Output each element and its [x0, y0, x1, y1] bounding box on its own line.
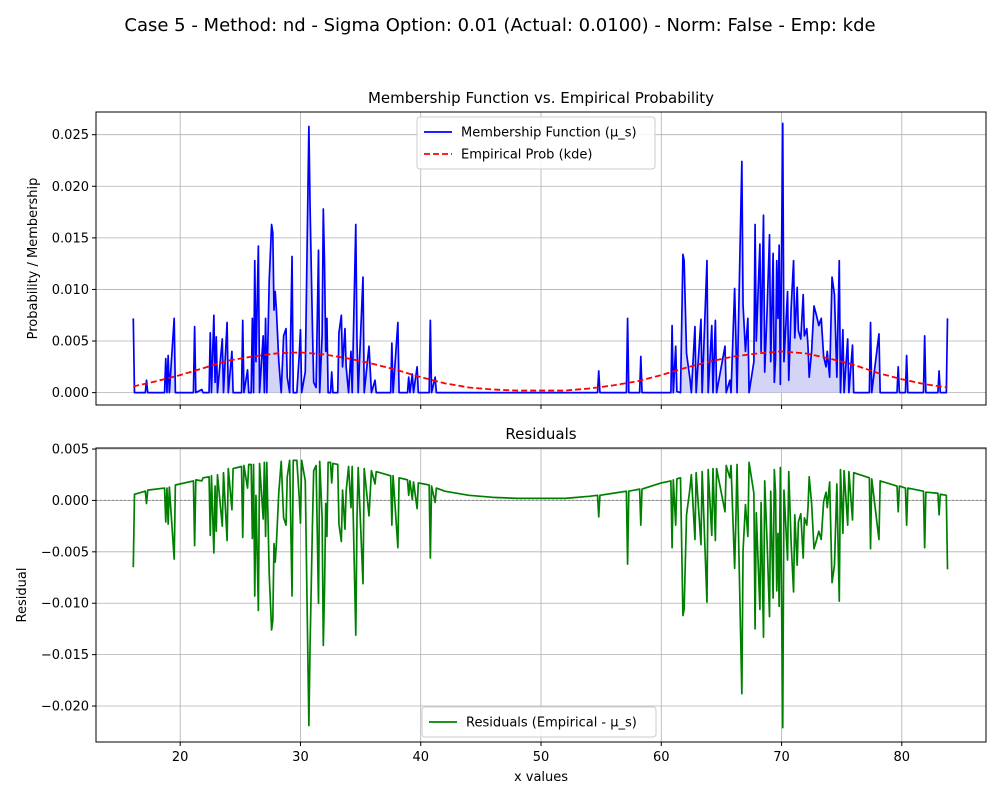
residuals-legend-box	[421, 706, 657, 738]
membership-chart-title: Membership Function vs. Empirical Probab…	[368, 89, 714, 107]
residuals-x-tick-label: 60	[653, 750, 670, 765]
membership-chart: 0.000 0.005 0.010 0.015 0.020 0.025 Membership…	[26, 89, 987, 409]
residuals-y-axis-label: Residual	[15, 568, 30, 623]
membership-series-line-1	[132, 122, 949, 394]
membership-y-tick-label: 0.010	[52, 283, 89, 298]
membership-y-axis-label: Probability / Membership	[26, 178, 41, 340]
residuals-chart-title: Residuals	[505, 425, 576, 443]
residuals-x-tick-label: 30	[292, 750, 309, 765]
residuals-x-tick-label: 80	[894, 750, 911, 765]
membership-series-line-2	[133, 350, 948, 392]
membership-y-tick-label: 0.005	[52, 335, 89, 350]
residuals-chart: 20 30 40 50 60 70 80 −0.020 −0.015 −0.010 −0.005 0.…	[15, 425, 987, 785]
residuals-y-tick-label: 0.005	[52, 443, 89, 458]
residuals-x-tick-label: 20	[172, 750, 189, 765]
residuals-series-line-1	[132, 459, 949, 729]
residuals-y-tick-label: −0.020	[41, 700, 89, 715]
membership-legend-label-1: Membership Function (μ_s)	[461, 126, 637, 141]
membership-y-tick-label: 0.015	[52, 231, 89, 246]
residuals-legend-label-1: Residuals (Empirical - μ_s)	[466, 716, 637, 731]
residuals-y-tick-label: −0.010	[41, 597, 89, 612]
membership-y-tick-label: 0.020	[52, 180, 89, 195]
residuals-y-tick-label: −0.015	[41, 648, 89, 663]
figure-suptitle: Case 5 - Method: nd - Sigma Option: 0.01…	[124, 15, 875, 36]
membership-y-tick-label: 0.025	[52, 128, 89, 143]
membership-legend-box	[416, 116, 656, 170]
residuals-x-axis-label: x values	[514, 770, 568, 785]
membership-y-tick-label: 0.000	[52, 386, 89, 401]
residuals-y-tick-label: 0.000	[52, 494, 89, 509]
residuals-x-tick-label: 70	[773, 750, 790, 765]
residuals-y-tick-label: −0.005	[41, 545, 89, 560]
residuals-x-tick-label: 40	[412, 750, 429, 765]
membership-legend-label-2: Empirical Prob (kde)	[461, 148, 593, 163]
residuals-x-tick-label: 50	[533, 750, 550, 765]
